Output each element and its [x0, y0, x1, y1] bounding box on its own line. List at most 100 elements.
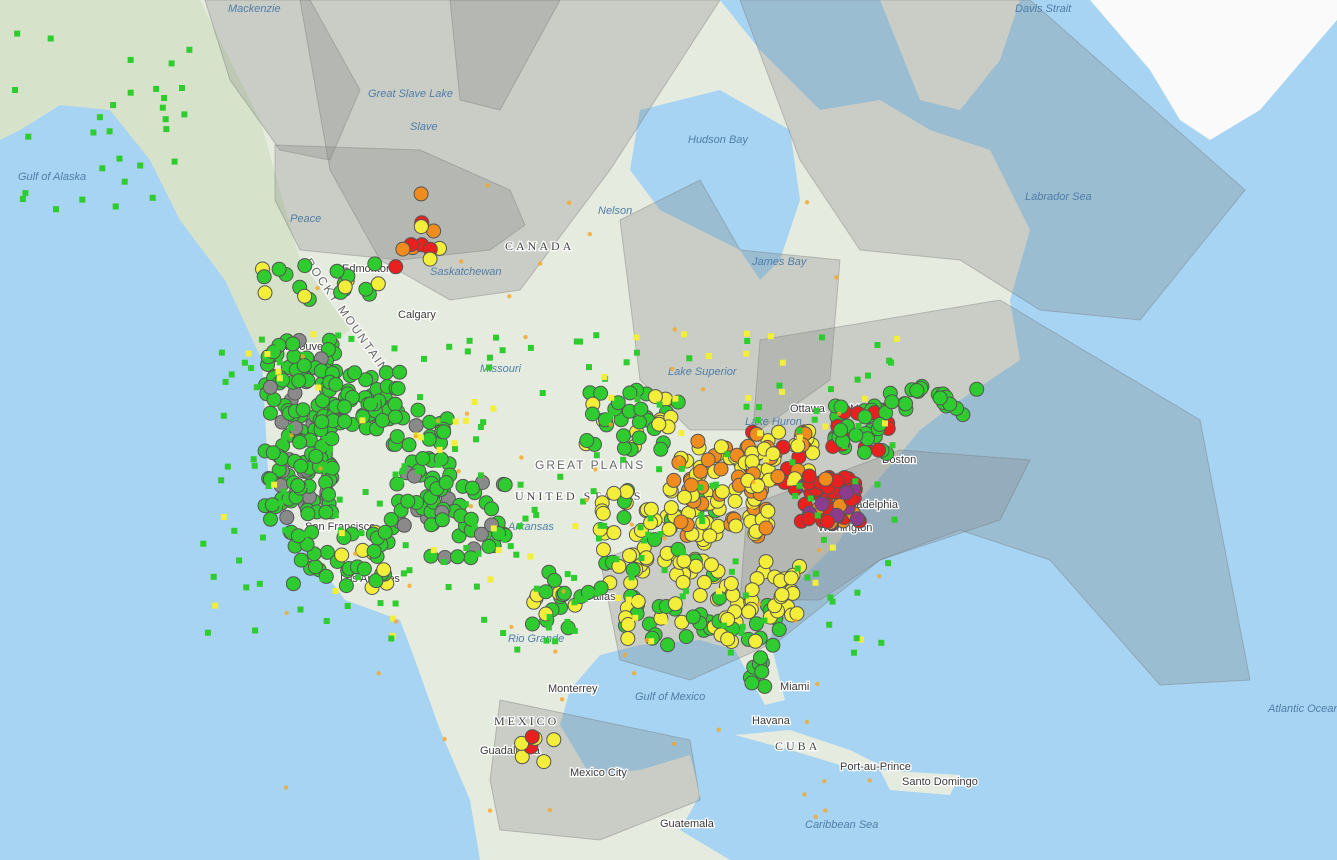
sensor-marker[interactable] [757, 430, 764, 437]
monitor-marker[interactable] [643, 501, 659, 517]
monitor-marker[interactable] [337, 279, 353, 295]
sensor-marker[interactable] [763, 456, 770, 463]
monitor-marker[interactable] [329, 263, 345, 279]
sensor-marker[interactable] [475, 550, 482, 557]
monitor-marker[interactable] [758, 554, 774, 570]
sensor-marker[interactable] [720, 622, 727, 629]
sensor-marker[interactable] [593, 452, 600, 459]
sensor-marker[interactable] [885, 560, 892, 567]
sensor-marker[interactable] [744, 338, 751, 344]
sensor-marker[interactable] [625, 596, 632, 603]
monitor-marker[interactable] [415, 451, 431, 466]
monitor-marker[interactable] [667, 596, 683, 612]
fire-dot[interactable] [815, 681, 820, 687]
monitor-marker[interactable] [536, 754, 552, 770]
monitor-marker[interactable] [546, 732, 562, 748]
sensor-marker[interactable] [222, 378, 229, 385]
sensor-marker[interactable] [564, 571, 571, 578]
sensor-marker[interactable] [661, 618, 668, 625]
monitor-marker[interactable] [685, 609, 701, 625]
sensor-marker[interactable] [248, 365, 255, 371]
sensor-marker[interactable] [220, 514, 227, 520]
sensor-marker[interactable] [745, 394, 752, 401]
monitor-marker[interactable] [266, 392, 282, 408]
fire-dot[interactable] [315, 285, 320, 291]
sensor-marker[interactable] [581, 596, 588, 602]
sensor-marker[interactable] [632, 614, 639, 621]
sensor-marker[interactable] [841, 443, 848, 450]
sensor-marker[interactable] [680, 549, 686, 556]
sensor-marker[interactable] [811, 416, 818, 423]
monitor-marker[interactable] [366, 543, 382, 559]
monitor-marker[interactable] [610, 395, 626, 411]
monitor-marker[interactable] [653, 441, 669, 457]
sensor-marker[interactable] [110, 102, 117, 109]
sensor-marker[interactable] [377, 600, 384, 607]
monitor-marker[interactable] [622, 548, 637, 564]
sensor-marker[interactable] [573, 338, 580, 345]
fire-dot[interactable] [283, 785, 289, 790]
monitor-marker[interactable] [547, 572, 562, 588]
sensor-marker[interactable] [545, 624, 552, 631]
monitor-marker[interactable] [368, 573, 384, 589]
monitor-marker[interactable] [833, 399, 849, 415]
monitor-marker[interactable] [579, 433, 595, 448]
sensor-marker[interactable] [344, 603, 351, 609]
sensor-marker[interactable] [481, 616, 488, 623]
fire-dot[interactable] [804, 200, 810, 205]
sensor-marker[interactable] [527, 344, 534, 351]
sensor-marker[interactable] [171, 158, 178, 165]
monitor-marker[interactable] [285, 576, 301, 592]
sensor-marker[interactable] [743, 330, 750, 337]
sensor-marker[interactable] [471, 522, 478, 529]
sensor-marker[interactable] [402, 542, 409, 549]
fire-dot[interactable] [435, 418, 441, 424]
sensor-marker[interactable] [245, 350, 252, 357]
sensor-marker[interactable] [212, 602, 219, 609]
sensor-marker[interactable] [260, 534, 266, 541]
monitor-marker[interactable] [771, 424, 787, 440]
fire-dot[interactable] [485, 183, 490, 188]
fire-dot[interactable] [487, 808, 493, 813]
sensor-marker[interactable] [755, 404, 762, 411]
sensor-marker[interactable] [882, 420, 888, 427]
sensor-marker[interactable] [571, 627, 578, 634]
sensor-marker[interactable] [275, 368, 282, 375]
sensor-marker[interactable] [359, 417, 366, 424]
sensor-marker[interactable] [861, 395, 868, 402]
monitor-marker[interactable] [370, 276, 386, 292]
sensor-marker[interactable] [200, 540, 207, 547]
sensor-marker[interactable] [406, 567, 413, 574]
sensor-marker[interactable] [594, 590, 601, 597]
sensor-marker[interactable] [546, 614, 553, 621]
monitor-marker[interactable] [616, 510, 632, 525]
sensor-marker[interactable] [743, 403, 750, 410]
fire-dot[interactable] [593, 467, 598, 472]
sensor-marker[interactable] [421, 355, 427, 362]
sensor-marker[interactable] [683, 588, 690, 595]
sensor-marker[interactable] [287, 424, 294, 431]
fire-dot[interactable] [464, 411, 470, 416]
fire-dot[interactable] [834, 275, 839, 280]
monitor-marker[interactable] [377, 524, 393, 540]
fire-dot[interactable] [284, 610, 289, 616]
sensor-marker[interactable] [792, 492, 799, 499]
sensor-marker[interactable] [657, 531, 664, 537]
sensor-marker[interactable] [121, 178, 128, 185]
monitor-marker[interactable] [389, 429, 405, 445]
monitor-marker[interactable] [622, 385, 638, 401]
sensor-marker[interactable] [162, 116, 169, 123]
monitor-marker[interactable] [651, 416, 667, 432]
sensor-marker[interactable] [854, 589, 861, 596]
sensor-marker[interactable] [712, 481, 719, 488]
fire-dot[interactable] [751, 479, 756, 485]
fire-dot[interactable] [631, 671, 637, 676]
sensor-marker[interactable] [486, 354, 493, 361]
sensor-marker[interactable] [739, 623, 746, 630]
sensor-marker[interactable] [620, 456, 627, 463]
sensor-marker[interactable] [393, 384, 400, 391]
monitor-marker[interactable] [422, 251, 438, 267]
monitor-marker[interactable] [801, 468, 817, 484]
sensor-marker[interactable] [571, 599, 578, 606]
monitor-marker[interactable] [818, 471, 834, 487]
